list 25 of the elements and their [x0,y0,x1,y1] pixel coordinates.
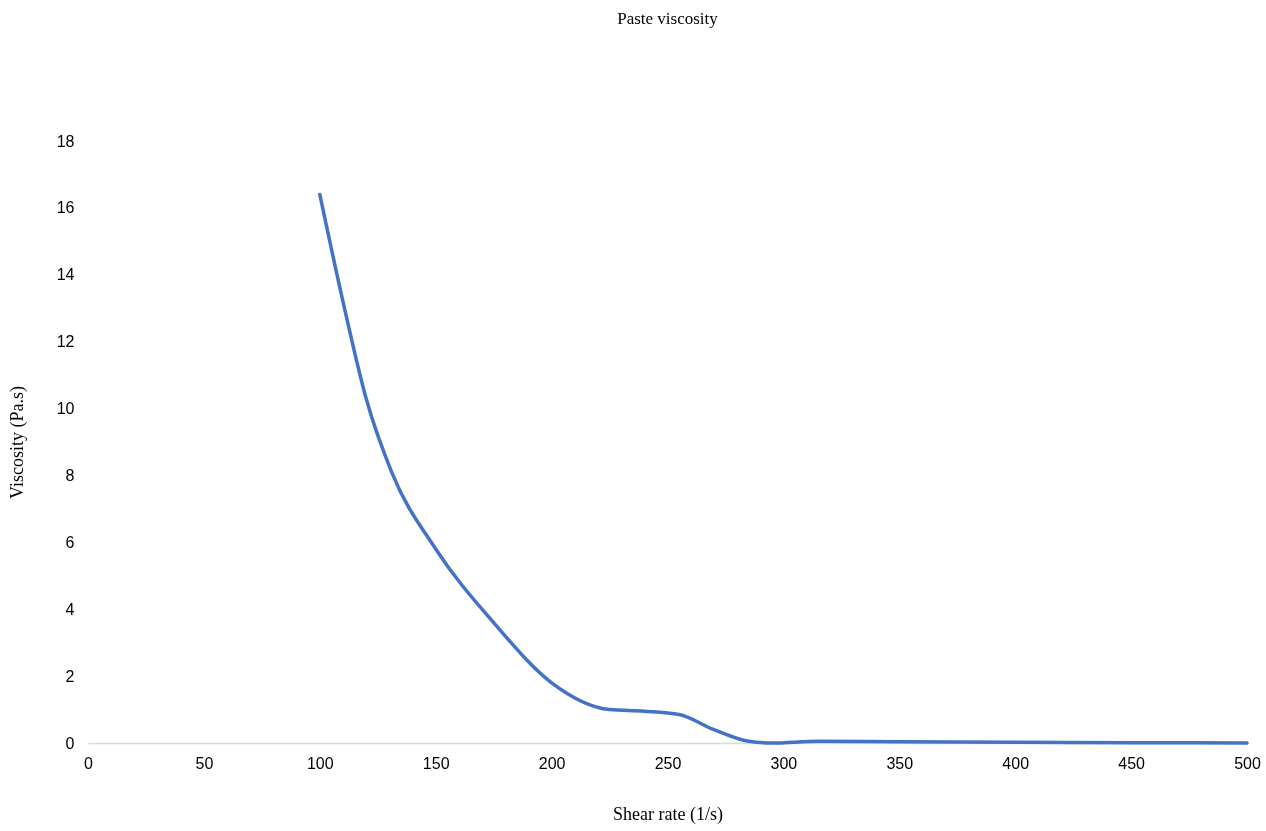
y-tick-label: 8 [65,466,75,484]
y-tick-label: 16 [56,199,75,217]
x-tick-label: 250 [654,754,682,772]
x-tick-label: 400 [1002,754,1030,772]
x-tick-label: 0 [84,754,94,772]
x-tick-label: 50 [195,754,214,772]
x-tick-label: 450 [1118,754,1146,772]
y-tick-label: 6 [65,533,75,551]
x-axis-title: Shear rate (1/s) [613,803,723,825]
y-tick-label: 0 [65,734,75,752]
x-tick-label: 500 [1234,754,1261,772]
y-tick-label: 4 [65,600,75,618]
x-tick-label: 150 [422,754,450,772]
y-tick-label: 12 [56,333,75,351]
y-tick-label: 2 [65,667,75,685]
chart-title: Paste viscosity [617,9,719,28]
x-tick-label: 100 [306,754,334,772]
x-tick-label: 200 [538,754,566,772]
y-tick-label: 18 [56,132,75,150]
y-tick-label: 10 [56,400,75,418]
y-tick-label: 14 [56,266,75,284]
line-series [318,192,1249,745]
x-tick-label: 300 [770,754,798,772]
x-tick-label: 350 [886,754,914,772]
y-axis-title: Viscosity (Pa.s) [6,386,28,499]
